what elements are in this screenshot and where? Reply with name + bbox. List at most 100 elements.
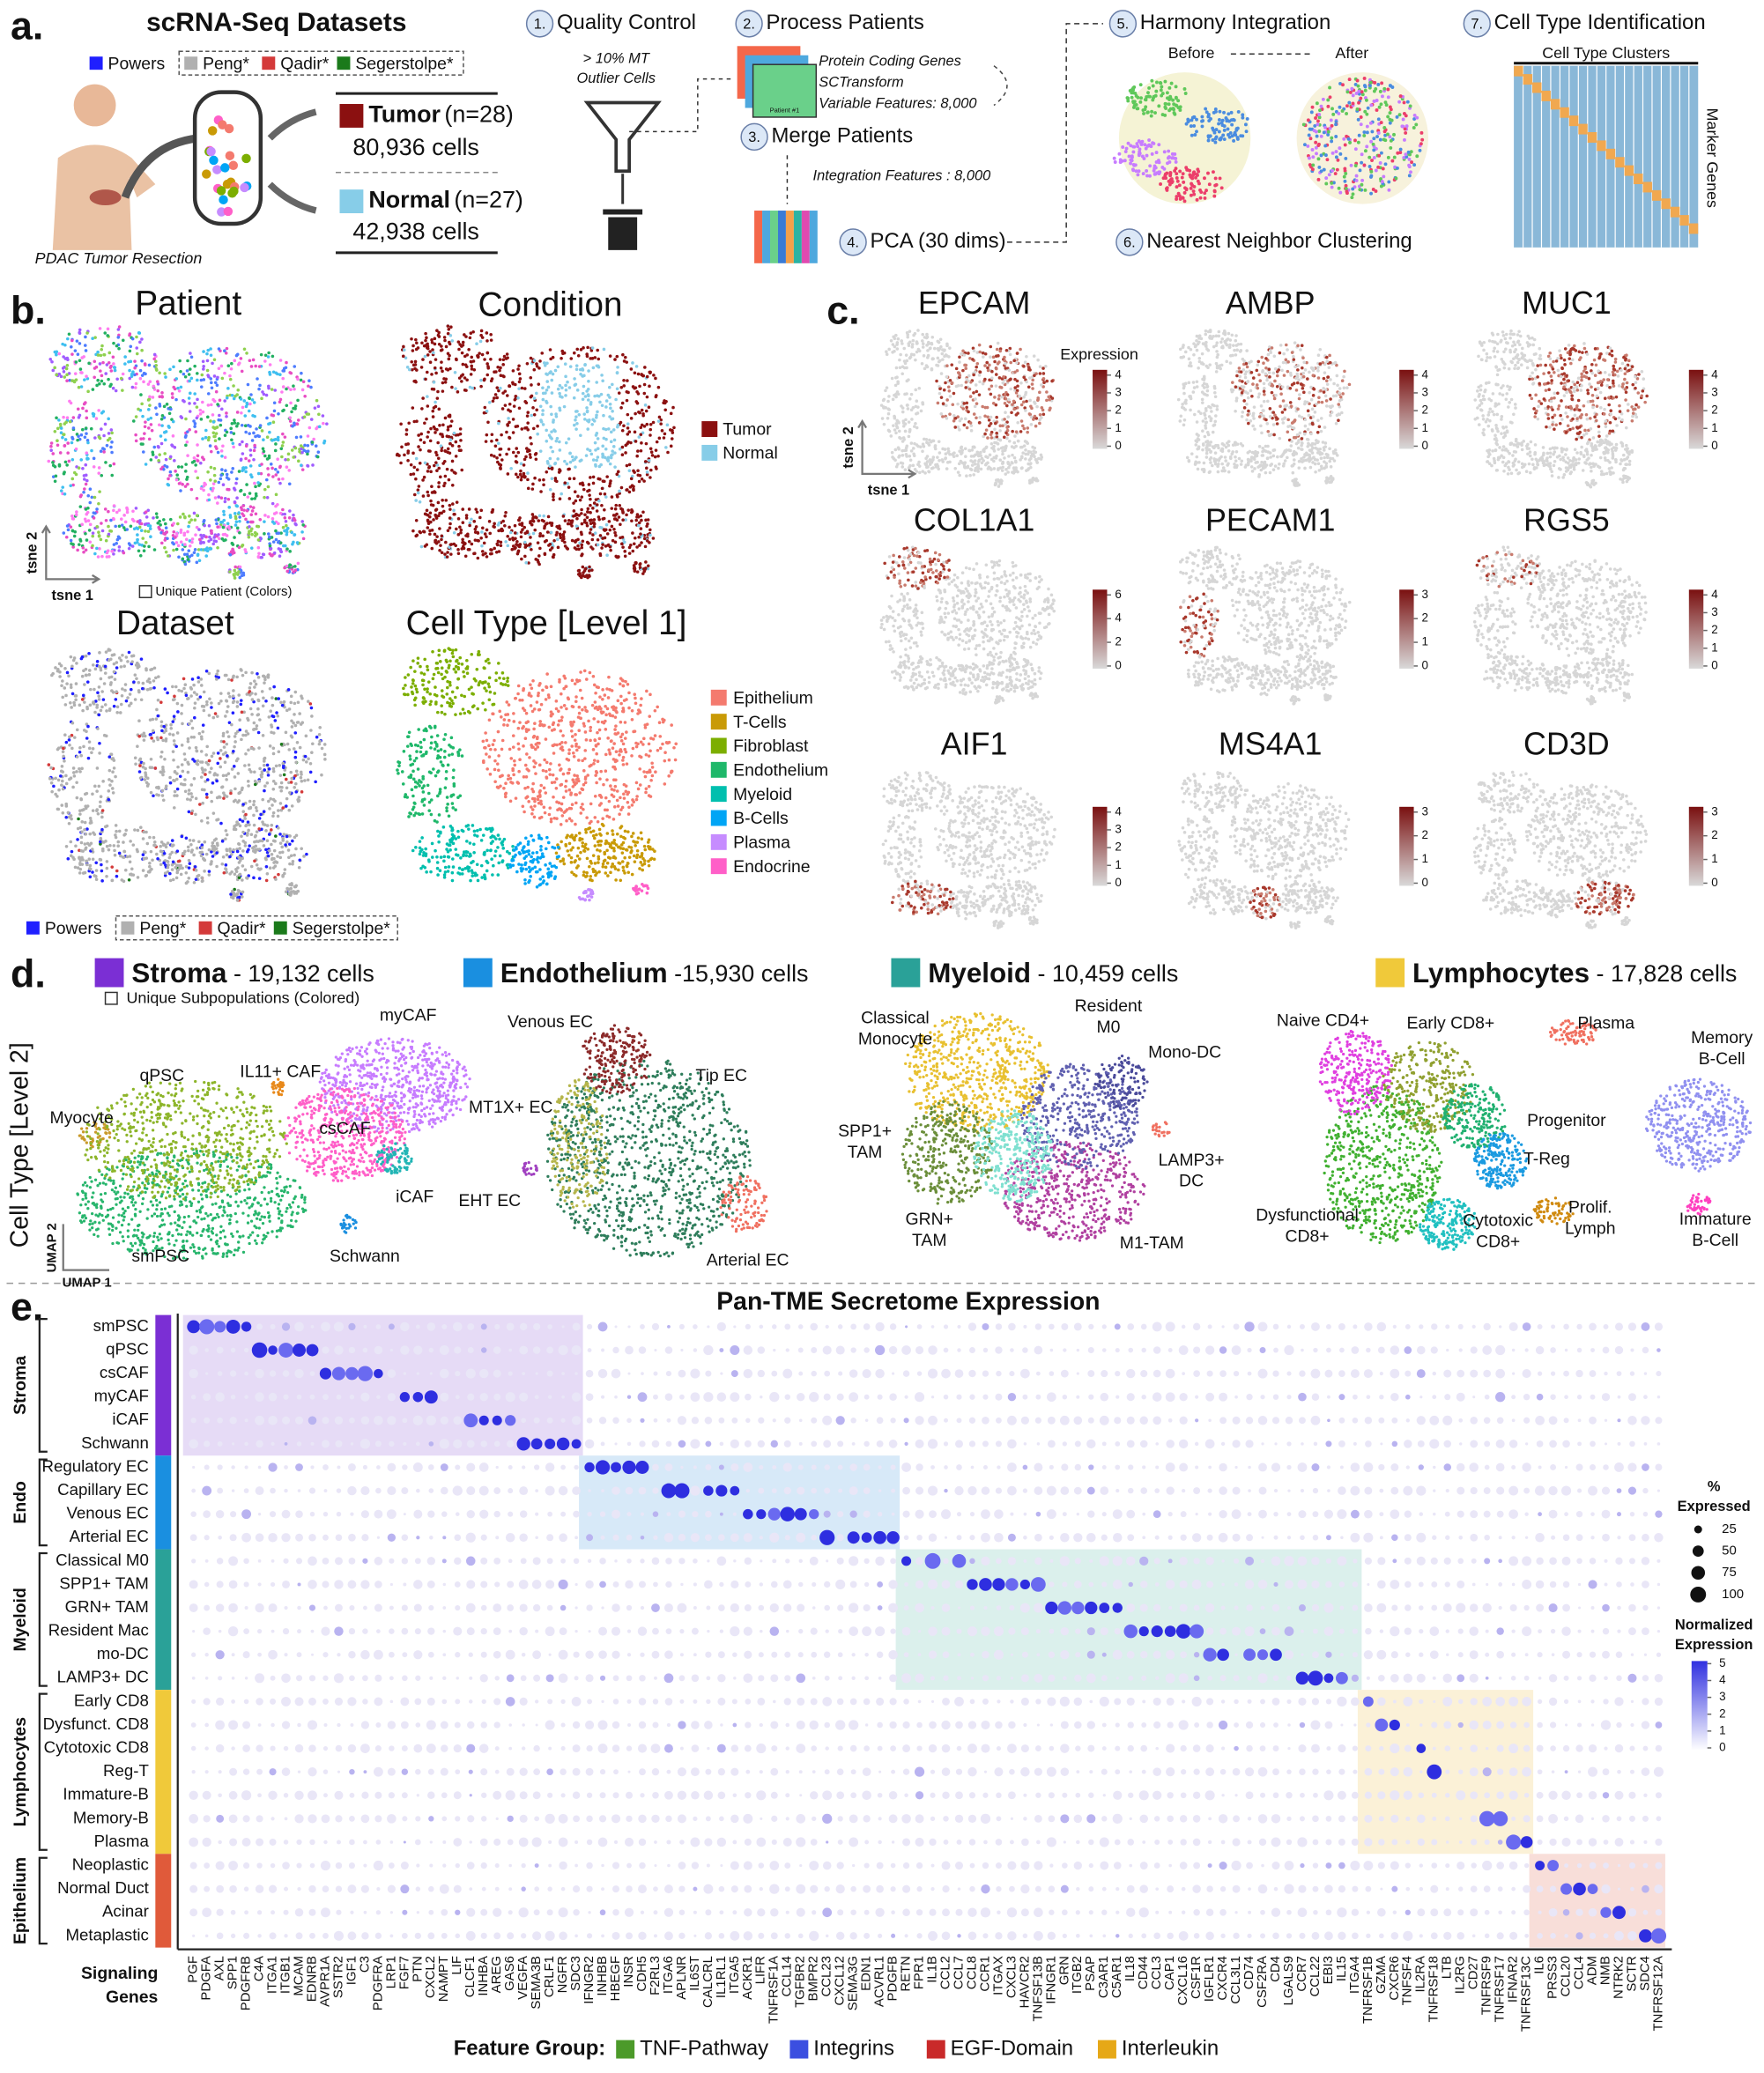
cell-dot <box>267 355 271 359</box>
cell-dot <box>293 565 297 568</box>
harmony-dot <box>1345 187 1348 190</box>
cell-dot <box>434 372 438 375</box>
cell-dot <box>531 483 535 486</box>
cell-dot <box>191 537 195 541</box>
cell-dot <box>225 829 228 833</box>
cell-dot <box>292 455 295 459</box>
cell-dot <box>92 747 95 751</box>
cell-dot <box>456 548 460 552</box>
cell-dot <box>202 520 205 523</box>
cell-dot <box>194 518 197 522</box>
cell-dot <box>610 454 613 457</box>
cell-dot <box>626 379 629 382</box>
cell-dot <box>220 365 224 368</box>
cell-dot <box>63 370 66 374</box>
cell-dot <box>523 475 527 478</box>
cell-dot <box>189 392 192 396</box>
cell-dot <box>619 507 623 511</box>
cell-dot <box>258 848 262 851</box>
step-label: Merge Patients <box>772 124 914 148</box>
cell-dot <box>616 387 619 390</box>
cell-dot <box>233 359 236 363</box>
harmony-dot <box>1414 122 1418 126</box>
cell-dot <box>564 362 567 366</box>
cell-dot <box>80 523 84 527</box>
cell-dot <box>549 436 552 440</box>
cell-dot <box>444 541 448 544</box>
cell-dot <box>68 736 71 739</box>
cell-dot <box>189 694 193 698</box>
cell-dot <box>66 337 70 341</box>
cell-dot <box>532 532 536 536</box>
cell-dot <box>283 872 286 876</box>
cell-dot <box>461 507 464 511</box>
cell-dot <box>421 478 425 482</box>
cell-dot <box>563 481 567 485</box>
cell-dot <box>261 690 264 693</box>
cell-dot <box>611 525 614 529</box>
cell-dot <box>485 529 489 532</box>
harmony-dot <box>1363 110 1367 114</box>
tube-dot <box>219 196 227 204</box>
cell-dot <box>443 482 447 485</box>
cell-dot <box>217 495 220 499</box>
cell-dot <box>426 404 430 408</box>
cell-dot <box>78 466 81 470</box>
cell-dot <box>201 455 204 459</box>
cell-dot <box>233 536 236 539</box>
cell-dot <box>434 461 438 464</box>
cell-dot <box>173 779 176 782</box>
harmony-dot <box>1175 197 1178 201</box>
cell-dot <box>199 534 203 537</box>
cell-dot <box>187 558 190 561</box>
cell-dot <box>470 356 473 359</box>
cell-dot <box>132 419 136 423</box>
cell-dot <box>585 352 589 356</box>
cell-dot <box>281 377 285 381</box>
cell-dot <box>300 780 304 783</box>
cell-dot <box>448 526 452 529</box>
cell-dot <box>62 355 65 359</box>
cell-dot <box>263 768 266 772</box>
cell-dot <box>212 420 216 424</box>
cell-dot <box>209 419 212 423</box>
harmony-dot <box>1190 118 1194 122</box>
cell-dot <box>279 802 283 805</box>
cell-dot <box>654 377 657 381</box>
cell-dot <box>508 403 512 406</box>
panel-label: a. <box>11 4 43 48</box>
cell-dot <box>248 359 252 362</box>
cell-dot <box>429 500 433 503</box>
cell-dot <box>636 469 640 472</box>
cell-dot <box>604 428 608 432</box>
cell-dot <box>146 418 150 421</box>
cell-dot <box>139 393 143 396</box>
cell-dot <box>101 447 105 450</box>
cell-dot <box>552 420 555 424</box>
cell-dot <box>155 512 159 515</box>
cell-dot <box>601 445 604 448</box>
cell-dot <box>274 529 278 533</box>
cell-dot <box>495 396 499 400</box>
cell-dot <box>500 458 504 462</box>
cell-dot <box>507 417 510 420</box>
cell-dot <box>583 363 587 366</box>
cell-dot <box>437 485 441 489</box>
cell-dot <box>107 549 110 552</box>
harmony-dot <box>1311 167 1315 171</box>
legend-swatch <box>90 56 103 70</box>
cell-dot <box>239 566 242 569</box>
cell-dot <box>172 530 175 534</box>
cell-dot <box>100 427 103 431</box>
cell-dot <box>267 774 271 777</box>
cell-dot <box>656 441 659 444</box>
cell-dot <box>434 358 438 361</box>
harmony-dot <box>1192 185 1196 189</box>
cell-dot <box>542 478 545 482</box>
cell-dot <box>223 372 226 375</box>
cell-dot <box>426 470 430 473</box>
cell-dot <box>57 788 61 792</box>
cell-dot <box>581 522 584 526</box>
cell-dot <box>48 763 51 766</box>
cell-dot <box>61 343 64 346</box>
